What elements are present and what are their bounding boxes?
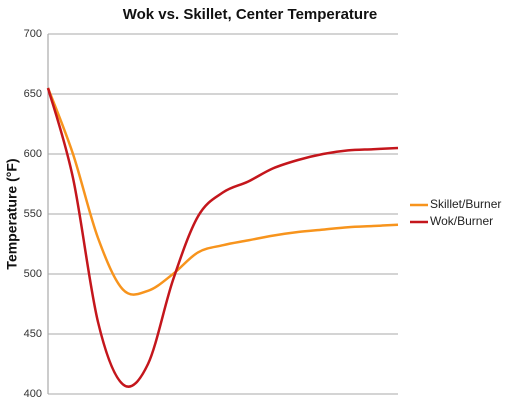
y-tick-label: 500 bbox=[24, 268, 42, 280]
y-tick-label: 700 bbox=[24, 28, 42, 40]
chart-title: Wok vs. Skillet, Center Temperature bbox=[123, 6, 378, 23]
y-tick-label: 600 bbox=[24, 148, 42, 160]
legend-label: Skillet/Burner bbox=[430, 197, 501, 211]
y-axis-label: Temperature (°F) bbox=[4, 158, 20, 269]
y-tick-label: 450 bbox=[24, 328, 42, 340]
data-line bbox=[46, 87, 399, 388]
y-tick-label: 550 bbox=[24, 208, 42, 220]
y-tick-label: 400 bbox=[24, 388, 42, 400]
legend-label: Wok/Burner bbox=[430, 214, 493, 228]
data-line bbox=[46, 87, 399, 296]
y-tick-label: 650 bbox=[24, 88, 42, 100]
